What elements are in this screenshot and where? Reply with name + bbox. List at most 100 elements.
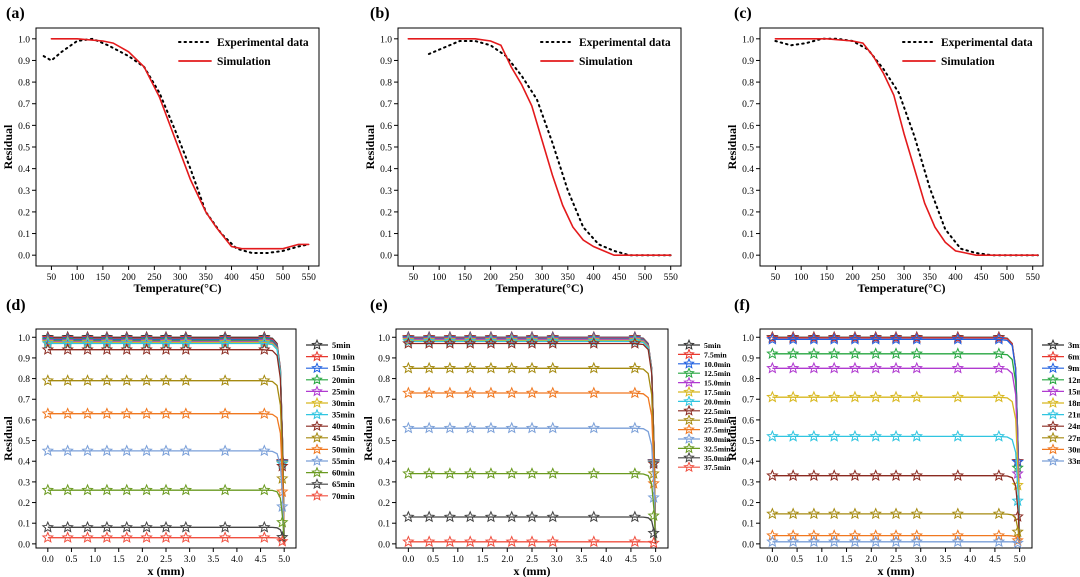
star-marker xyxy=(402,334,415,347)
x-tick-label: 1.0 xyxy=(452,555,464,565)
star-marker xyxy=(525,333,539,346)
star-marker xyxy=(402,510,415,523)
legend-label: 5min xyxy=(332,340,351,350)
legend-label: 15.0min xyxy=(704,379,731,388)
star-marker xyxy=(951,390,965,403)
star-marker xyxy=(120,407,133,419)
x-tick-label: 1.0 xyxy=(816,555,828,565)
y-tick-label: 0.9 xyxy=(380,57,392,67)
y-tick-label: 1.0 xyxy=(380,35,392,45)
legend-star xyxy=(311,396,323,408)
star-marker xyxy=(525,535,539,548)
star-marker xyxy=(848,535,862,548)
star-marker xyxy=(848,361,862,374)
star-marker xyxy=(159,336,173,349)
panel-label-c: (c) xyxy=(734,5,752,22)
x-tick-label: 400 xyxy=(586,273,601,283)
star-marker xyxy=(848,332,862,345)
star-marker xyxy=(827,507,841,520)
legend-star xyxy=(1047,420,1059,432)
series-line xyxy=(47,339,285,544)
star-marker xyxy=(402,331,415,344)
y-tick-label: 0.9 xyxy=(18,354,30,364)
legend-label: 3min xyxy=(1068,340,1080,350)
star-marker xyxy=(889,429,903,442)
star-marker xyxy=(159,343,173,355)
star-marker xyxy=(422,510,436,523)
y-tick-label: 0.3 xyxy=(18,478,30,488)
legend-star xyxy=(683,395,695,407)
series-line xyxy=(772,541,1020,545)
star-marker xyxy=(546,386,559,399)
star-marker xyxy=(484,333,498,346)
y-tick-label: 0.4 xyxy=(742,165,754,175)
legend-label: 37.5min xyxy=(704,463,731,472)
legend-star xyxy=(683,357,695,369)
star-marker xyxy=(647,509,660,522)
legend-label: 24min xyxy=(1068,421,1080,431)
x-tick-label: 400 xyxy=(224,273,239,283)
x-tick-label: 550 xyxy=(302,273,317,283)
star-marker xyxy=(505,361,518,374)
x-tick-label: 1.0 xyxy=(89,555,101,565)
star-marker xyxy=(443,467,457,479)
legend-label: 30min xyxy=(1068,444,1080,454)
series-line xyxy=(408,392,657,544)
star-marker xyxy=(464,467,477,479)
y-tick-label: 0.9 xyxy=(18,57,30,67)
x-tick-label: 0.5 xyxy=(791,555,803,565)
star-marker xyxy=(869,429,882,442)
star-marker xyxy=(587,361,600,374)
star-marker xyxy=(276,530,289,543)
star-marker xyxy=(807,332,821,345)
star-marker xyxy=(525,421,539,434)
star-marker xyxy=(41,520,55,533)
star-marker xyxy=(910,529,923,541)
plot-frame xyxy=(759,27,1044,267)
x-tick-label: 100 xyxy=(70,273,85,283)
star-marker xyxy=(992,529,1006,541)
star-marker xyxy=(218,343,232,355)
star-marker xyxy=(140,520,153,533)
star-marker xyxy=(546,336,559,349)
panel-label-b: (b) xyxy=(370,5,390,22)
star-marker xyxy=(443,333,457,346)
legend-label: 35min xyxy=(332,410,355,420)
y-axis-label: Residual xyxy=(363,124,377,169)
y-tick-label: 0.6 xyxy=(742,122,754,132)
star-marker xyxy=(766,331,779,344)
star-marker xyxy=(159,531,173,543)
star-marker xyxy=(889,535,903,548)
star-marker xyxy=(766,507,779,520)
star-marker xyxy=(484,467,498,479)
star-marker xyxy=(889,390,903,403)
y-tick-label: 1.0 xyxy=(18,35,30,45)
x-tick-label: 350 xyxy=(199,273,214,283)
star-marker xyxy=(61,483,74,496)
star-marker xyxy=(786,535,800,548)
star-marker xyxy=(992,331,1006,344)
legend-label: 32.5min xyxy=(704,444,731,453)
legend-label: 10min xyxy=(332,352,355,362)
star-marker xyxy=(546,467,559,479)
star-marker xyxy=(628,336,642,349)
star-marker xyxy=(120,520,133,533)
star-marker xyxy=(587,336,600,349)
star-marker xyxy=(786,529,800,541)
x-tick-label: 2.0 xyxy=(136,555,148,565)
star-marker xyxy=(61,520,74,533)
star-marker xyxy=(766,347,779,360)
star-marker xyxy=(827,332,841,345)
experimental-series xyxy=(42,37,310,254)
legend-star xyxy=(1047,443,1059,455)
y-tick-label: 0.4 xyxy=(18,458,30,468)
chart-2: 50 100 150 200 250 300 350 400 450 500 550 0.0 0.1 0.… xyxy=(363,27,682,295)
legend-star xyxy=(1047,362,1059,374)
legend-label: Simulation xyxy=(941,56,995,68)
legend-label: 35.0min xyxy=(704,454,731,463)
star-marker xyxy=(827,390,841,403)
y-tick-label: 0.3 xyxy=(378,478,390,488)
y-tick-label: 0.3 xyxy=(18,187,30,197)
star-marker xyxy=(827,535,841,548)
star-marker xyxy=(61,531,74,543)
